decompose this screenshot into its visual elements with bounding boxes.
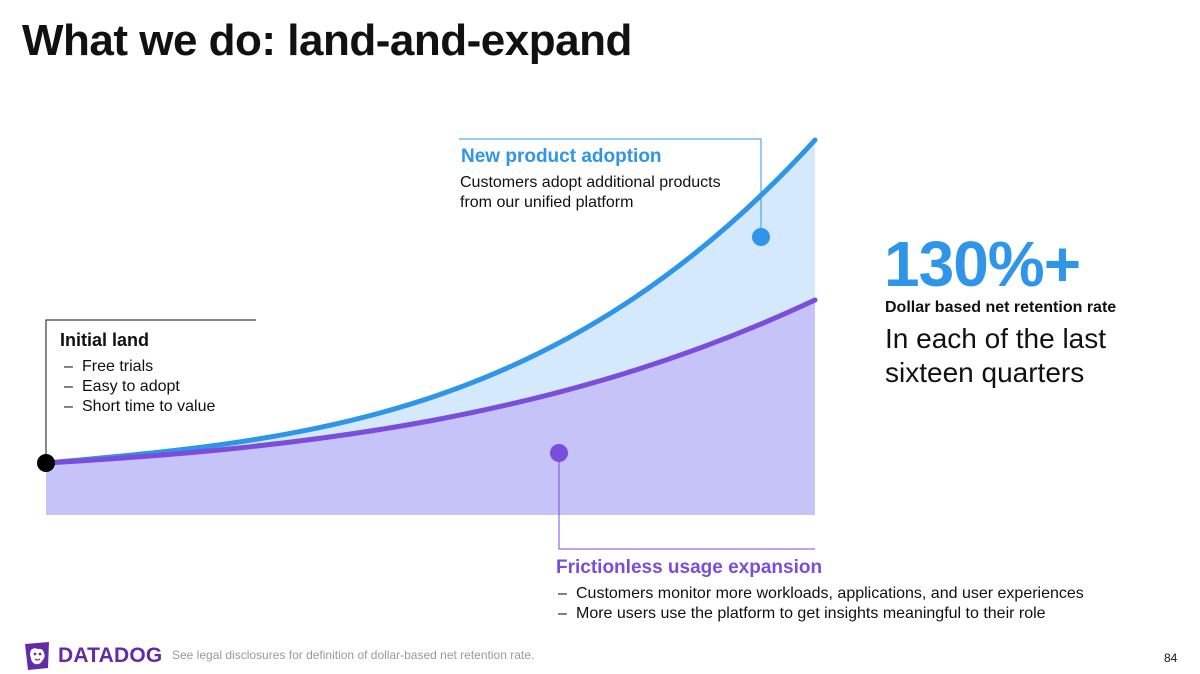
- initial-land-heading: Initial land: [60, 330, 150, 350]
- new-product-marker: [752, 228, 770, 246]
- logo-text: DATADOG: [58, 644, 163, 667]
- retention-stat-label: Dollar based net retention rate: [885, 299, 1117, 316]
- list-item: – Easy to adopt: [64, 378, 180, 395]
- frictionless-bracket: [558, 453, 815, 550]
- usage-area: [46, 300, 815, 515]
- initial-land-marker: [37, 454, 55, 472]
- frictionless-marker: [550, 444, 568, 462]
- new-product-curve: [43, 137, 818, 466]
- datadog-logo: DATADOG: [22, 640, 162, 672]
- list-item: – Customers monitor more workloads, appli…: [558, 585, 1084, 602]
- new-product-bracket: [459, 138, 762, 237]
- new-product-heading: New product adoption: [461, 146, 662, 167]
- list-item: – Short time to value: [64, 398, 216, 415]
- new-product-description: Customers adopt additional products from…: [460, 174, 721, 211]
- slide-title: What we do: land-and-expand: [22, 16, 632, 65]
- legal-disclaimer: See legal disclosures for definition of …: [172, 648, 535, 662]
- datadog-dog-icon: [25, 642, 49, 670]
- page-number: 84: [1164, 651, 1178, 665]
- frictionless-heading: Frictionless usage expansion: [556, 557, 823, 578]
- list-item: – Free trials: [64, 358, 154, 375]
- initial-land-list: – Free trials – Easy to adopt – Short time …: [64, 357, 215, 417]
- retention-stat-value: 130%+: [884, 228, 1081, 300]
- usage-curve: [43, 297, 818, 466]
- initial-land-bracket: [45, 319, 256, 463]
- frictionless-list: – Customers monitor more workloads, appli…: [558, 584, 1084, 624]
- retention-stat-description: In each of the last sixteen quarters: [885, 323, 1107, 388]
- list-item: – More users use the platform to get insi…: [558, 605, 1046, 622]
